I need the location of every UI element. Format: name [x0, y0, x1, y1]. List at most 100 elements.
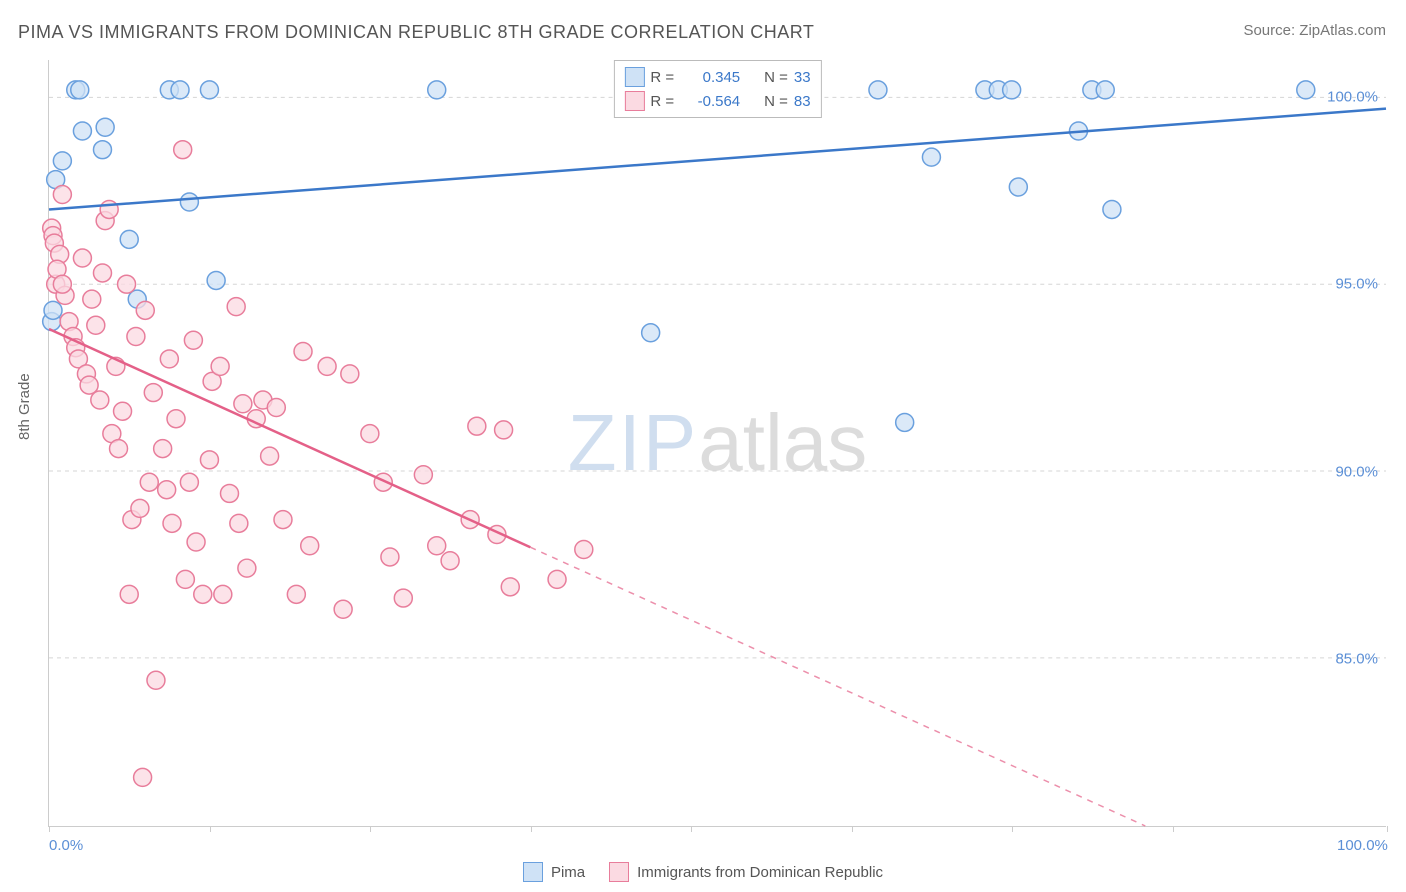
- r-value: -0.564: [680, 93, 740, 110]
- legend-corr-row-pima: R =0.345N =33: [624, 65, 810, 89]
- pima-point: [120, 230, 138, 248]
- dominican-point: [428, 537, 446, 555]
- dominican-point: [83, 290, 101, 308]
- x-tick: [210, 826, 211, 832]
- dominican-point: [53, 186, 71, 204]
- chart-title: PIMA VS IMMIGRANTS FROM DOMINICAN REPUBL…: [18, 22, 814, 43]
- plot-area: ZIPatlas 85.0%90.0%95.0%100.0% 0.0%100.0…: [48, 60, 1386, 827]
- legend-bottom-label: Immigrants from Dominican Republic: [637, 864, 883, 881]
- dominican-point: [73, 249, 91, 267]
- dominican-point: [120, 585, 138, 603]
- pima-point: [73, 122, 91, 140]
- points-group: [43, 81, 1315, 787]
- x-tick: [1012, 826, 1013, 832]
- r-value: 0.345: [680, 69, 740, 86]
- dominican-point: [140, 473, 158, 491]
- dominican-point: [575, 541, 593, 559]
- dominican-point: [180, 473, 198, 491]
- dominican-point: [147, 671, 165, 689]
- chart-svg: [49, 60, 1386, 826]
- legend-bottom-item-dominican: Immigrants from Dominican Republic: [609, 862, 883, 882]
- dominican-point: [230, 514, 248, 532]
- pima-point: [1103, 200, 1121, 218]
- y-tick-label: 85.0%: [1335, 650, 1378, 667]
- dominican-point: [468, 417, 486, 435]
- dominican-point: [163, 514, 181, 532]
- dominican-point: [144, 384, 162, 402]
- x-tick: [691, 826, 692, 832]
- dominican-point: [118, 275, 136, 293]
- dominican-point: [234, 395, 252, 413]
- legend-bottom-swatch-pima: [523, 862, 543, 882]
- dominican-point: [184, 331, 202, 349]
- pima-point: [428, 81, 446, 99]
- dominican-point: [93, 264, 111, 282]
- dominican-point: [134, 768, 152, 786]
- dominican-point: [227, 298, 245, 316]
- n-value: 33: [794, 69, 811, 86]
- dominican-point: [394, 589, 412, 607]
- dominican-point: [211, 357, 229, 375]
- dominican-point: [261, 447, 279, 465]
- pima-point: [44, 301, 62, 319]
- legend-bottom: Pima Immigrants from Dominican Republic: [0, 862, 1406, 886]
- dominican-point: [87, 316, 105, 334]
- dominican-point: [274, 511, 292, 529]
- y-axis-label: 8th Grade: [16, 373, 33, 440]
- dominican-point: [53, 275, 71, 293]
- r-label: R =: [650, 93, 674, 110]
- legend-bottom-item-pima: Pima: [523, 862, 585, 882]
- pima-point: [96, 118, 114, 136]
- dominican-point: [381, 548, 399, 566]
- pima-point: [93, 141, 111, 159]
- dominican-point: [214, 585, 232, 603]
- dominican-point: [238, 559, 256, 577]
- dominican-point: [136, 301, 154, 319]
- dominican-point: [294, 342, 312, 360]
- y-tick-label: 95.0%: [1335, 276, 1378, 293]
- pima-point: [922, 148, 940, 166]
- dominican-point: [100, 200, 118, 218]
- dominican-point: [414, 466, 432, 484]
- dominican-point: [158, 481, 176, 499]
- pima-point: [896, 413, 914, 431]
- dominican-point: [221, 484, 239, 502]
- pima-point: [1003, 81, 1021, 99]
- pima-point: [1297, 81, 1315, 99]
- dominican-point: [127, 328, 145, 346]
- dominican-point: [174, 141, 192, 159]
- dominican-point: [167, 410, 185, 428]
- dominican-point: [194, 585, 212, 603]
- dominican-point: [548, 570, 566, 588]
- x-tick: [1173, 826, 1174, 832]
- legend-swatch-dominican: [624, 91, 644, 111]
- dominican-point: [110, 440, 128, 458]
- dominican-point: [154, 440, 172, 458]
- pima-point: [71, 81, 89, 99]
- x-tick-label: 0.0%: [49, 837, 83, 854]
- dominican-point: [501, 578, 519, 596]
- dominican-point: [318, 357, 336, 375]
- source-attribution: Source: ZipAtlas.com: [1243, 22, 1386, 39]
- legend-bottom-label: Pima: [551, 864, 585, 881]
- n-label: N =: [764, 93, 788, 110]
- pima-point: [642, 324, 660, 342]
- pima-trendline: [49, 109, 1386, 210]
- pima-point: [1096, 81, 1114, 99]
- dominican-point: [334, 600, 352, 618]
- pima-point: [1009, 178, 1027, 196]
- dominican-point: [114, 402, 132, 420]
- n-label: N =: [764, 69, 788, 86]
- dominican-point: [301, 537, 319, 555]
- dominican-point: [495, 421, 513, 439]
- x-tick: [370, 826, 371, 832]
- x-tick: [49, 826, 50, 832]
- pima-point: [53, 152, 71, 170]
- dominican-point: [160, 350, 178, 368]
- x-tick: [1387, 826, 1388, 832]
- dominican-point: [131, 499, 149, 517]
- x-tick: [531, 826, 532, 832]
- dominican-trendline-dashed: [530, 547, 1145, 826]
- pima-point: [180, 193, 198, 211]
- y-tick-label: 90.0%: [1335, 463, 1378, 480]
